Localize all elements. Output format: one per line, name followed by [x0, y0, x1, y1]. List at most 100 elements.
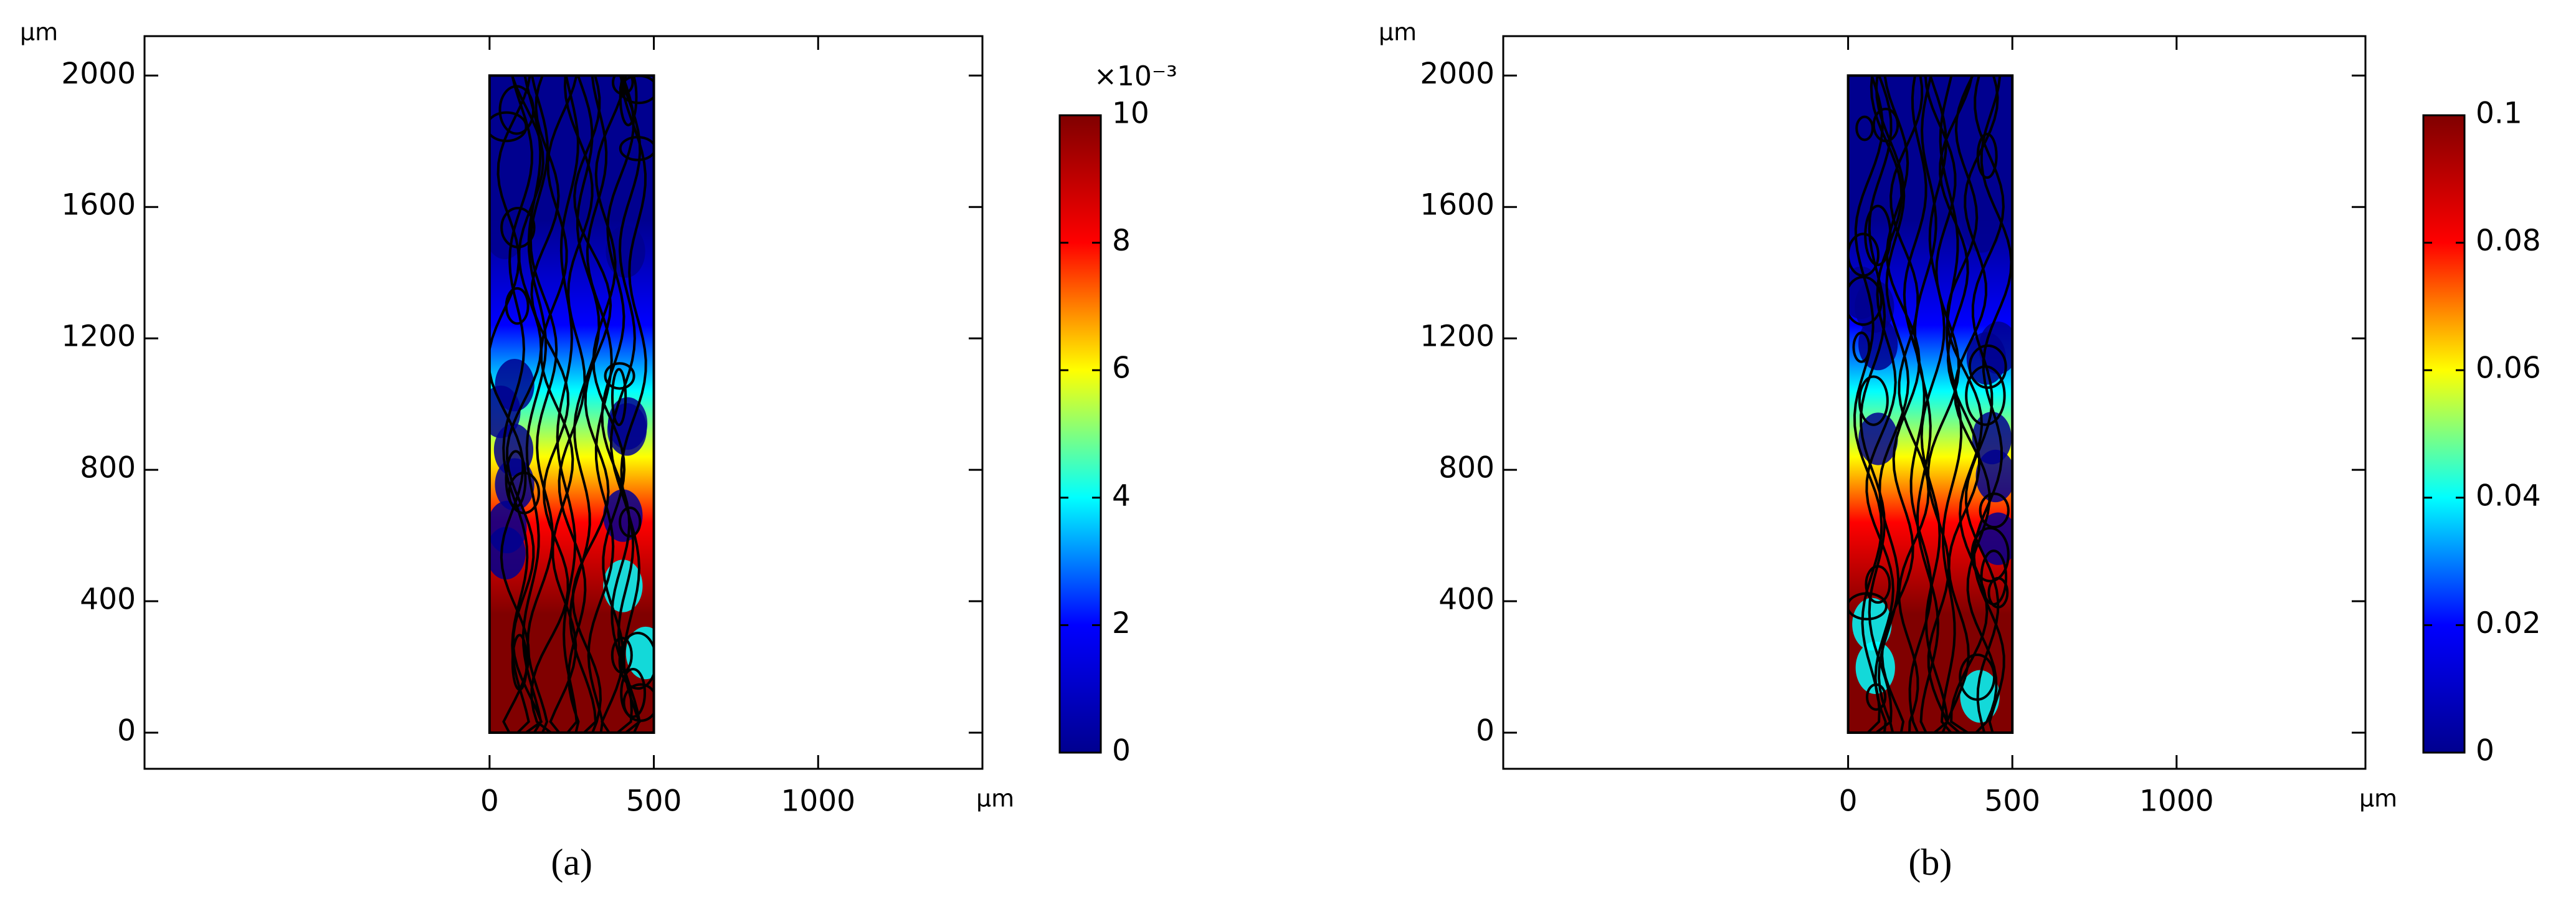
- vortex-line: [1970, 526, 2010, 583]
- vortex-line: [620, 668, 647, 718]
- y-tick-label: 800: [80, 451, 136, 485]
- colorbar-tick-label: 0.08: [2476, 224, 2541, 258]
- vortex-line: [511, 634, 528, 691]
- streamline: [489, 75, 531, 733]
- axes-box: [1502, 35, 2367, 770]
- y-tick-label: 1200: [1420, 320, 1495, 354]
- vortex-line: [1872, 107, 1899, 143]
- vortex: [607, 403, 647, 456]
- vortex-line: [1848, 232, 1880, 277]
- vortex-line: [1968, 344, 2007, 389]
- colorbar-tick-label: 0: [1112, 734, 1131, 768]
- streamline: [1860, 75, 1893, 733]
- field: [489, 75, 654, 733]
- y-tick-label: 400: [80, 583, 136, 617]
- field: [1848, 75, 2013, 733]
- streamline: [1889, 75, 1930, 733]
- vortex-line: [1852, 331, 1871, 363]
- vortex-line: [1855, 115, 1874, 141]
- streamline: [556, 75, 579, 733]
- vortex-line: [1979, 492, 2010, 529]
- x-tick-label: 0: [480, 784, 499, 819]
- vortex-line: [505, 450, 527, 508]
- vortex-line: [619, 136, 654, 161]
- vortex: [625, 626, 654, 680]
- vortex: [489, 500, 527, 554]
- streamline: [1939, 75, 1963, 733]
- vortex-line: [619, 506, 642, 538]
- axes-box: [143, 35, 984, 770]
- streamline: [609, 75, 642, 733]
- caption: (b): [1908, 842, 1952, 883]
- y-tick-label: 2000: [1420, 57, 1495, 91]
- colorbar-multiplier: ×10⁻³: [1094, 60, 1177, 92]
- vortex: [1975, 449, 2013, 503]
- y-tick-label: 400: [1438, 583, 1495, 617]
- streamline: [1920, 75, 1949, 733]
- y-unit: μm: [1379, 19, 1417, 46]
- field-border: [488, 74, 655, 734]
- vortex-line: [505, 287, 530, 325]
- y-tick-label: 800: [1438, 451, 1495, 485]
- streamline: [569, 75, 601, 733]
- vortex: [1962, 200, 2002, 253]
- vortex: [1852, 162, 1892, 215]
- vortex-line: [1965, 365, 2006, 426]
- vortex-line: [622, 683, 654, 722]
- vortex: [606, 225, 645, 278]
- colorbar-tick-label: 0.04: [2476, 478, 2541, 513]
- x-tick-label: 500: [1984, 784, 2040, 819]
- streamline: [539, 75, 578, 733]
- y-tick-label: 1600: [61, 188, 136, 222]
- streamline: [571, 75, 612, 733]
- y-tick-label: 0: [117, 713, 136, 748]
- streamline: [505, 75, 544, 733]
- streamline: [1972, 75, 2013, 733]
- colorbar-tick-label: 8: [1112, 224, 1131, 258]
- colorbar-tick-label: 0.02: [2476, 606, 2541, 640]
- colorbar: [1058, 114, 1102, 754]
- streamline: [1913, 75, 1939, 733]
- vortex-line: [1976, 133, 1998, 179]
- vortex-line: [611, 636, 633, 674]
- streamline: [1939, 75, 1981, 733]
- vortex-line: [611, 368, 627, 427]
- streamline: [1953, 75, 1999, 733]
- vortex-line: [1848, 592, 1888, 621]
- vortex-line: [1866, 683, 1887, 711]
- colorbar-tick-label: 6: [1112, 351, 1131, 386]
- vortex: [1960, 670, 2000, 723]
- x-tick-label: 1000: [2139, 784, 2214, 819]
- vortex-line: [508, 472, 540, 515]
- x-tick-label: 1000: [781, 784, 855, 819]
- streamline: [526, 75, 558, 733]
- vortex-line: [1865, 564, 1891, 604]
- vortex-line: [1848, 275, 1883, 326]
- vortex-line: [498, 85, 535, 135]
- field-border: [1846, 74, 2014, 734]
- y-tick-label: 1600: [1420, 188, 1495, 222]
- x-unit: μm: [976, 785, 1014, 812]
- vortex-line: [500, 207, 536, 249]
- y-tick-label: 1200: [61, 320, 136, 354]
- y-unit: μm: [20, 19, 58, 46]
- streamline: [1924, 75, 1961, 733]
- colorbar-tick-label: 2: [1112, 606, 1131, 640]
- streamline: [558, 75, 594, 733]
- colorbar-tick-label: 4: [1112, 478, 1131, 513]
- colorbar-tick-label: 0.06: [2476, 351, 2541, 386]
- x-tick-label: 0: [1839, 784, 1858, 819]
- vortex-line: [1858, 375, 1889, 426]
- streamline: [601, 75, 635, 733]
- vortex-line: [489, 111, 528, 143]
- colorbar: [2422, 114, 2466, 754]
- y-tick-label: 2000: [61, 57, 136, 91]
- streamline: [1946, 75, 1989, 733]
- colorbar-tick-label: 10: [1112, 97, 1149, 131]
- colorbar-tick-label: 0.1: [2476, 97, 2522, 131]
- y-tick-label: 0: [1476, 713, 1495, 748]
- x-unit: μm: [2359, 785, 2397, 812]
- streamline: [521, 75, 548, 733]
- vortex-line: [1959, 654, 1996, 701]
